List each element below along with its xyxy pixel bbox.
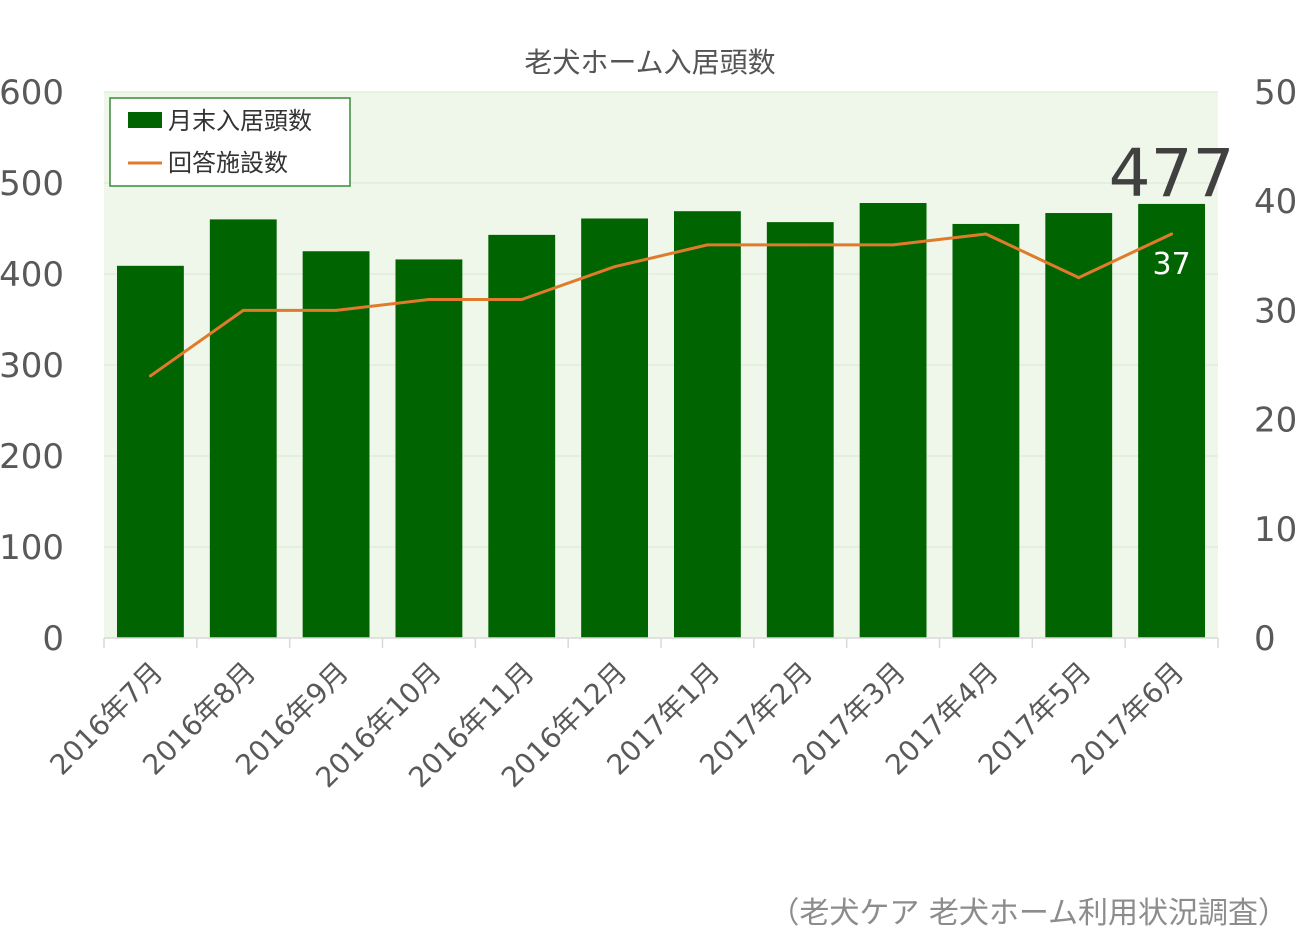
legend-bar-swatch [128,112,162,128]
y-right-tick-label: 0 [1254,619,1276,659]
y-right-tick-label: 50 [1254,73,1297,113]
y-right-tick-label: 40 [1254,182,1297,222]
y-left-tick-label: 500 [0,164,64,204]
source-note: （老犬ケア 老犬ホーム利用状況調査） [769,896,1288,931]
line-data-label: 37 [1152,247,1190,282]
bar [952,223,1020,638]
line-point [891,243,895,247]
bar [673,211,741,638]
legend-bar-label: 月末入居頭数 [168,107,312,135]
bar [1045,213,1113,638]
bar [395,259,463,638]
bar-series [116,203,1206,639]
line-point [241,308,245,312]
y-left-tick-label: 200 [0,437,64,477]
legend-line-label: 回答施設数 [168,149,288,177]
chart-title: 老犬ホーム入居頭数 [524,46,775,79]
bar [766,222,834,638]
bar-data-label: 477 [1109,135,1235,212]
y-left-tick-label: 600 [0,73,64,113]
line-point [705,243,709,247]
data-labels: 477 37 [1109,135,1235,282]
bar [302,251,370,638]
line-point [1170,232,1174,236]
y-right-tick-label: 30 [1254,291,1297,331]
bar [209,219,277,638]
line-point [334,308,338,312]
y-left-tick-label: 100 [0,528,64,568]
bar [488,234,556,638]
line-series [148,232,1174,378]
line-point [984,232,988,236]
line-point [798,243,802,247]
line-path [149,232,1173,378]
legend: 月末入居頭数 回答施設数 [109,97,351,187]
y-right-tick-label: 10 [1254,510,1297,550]
bar [1138,203,1206,638]
y-left-tick-label: 0 [42,619,64,659]
line-point [1077,276,1081,280]
line-point [148,374,152,378]
line-point [520,297,524,301]
line-point [613,265,617,269]
line-point [427,297,431,301]
bar [581,218,649,639]
y-left-tick-label: 300 [0,346,64,386]
gridlines [104,91,1218,548]
y-left-tick-label: 400 [0,255,64,295]
y-right-tick-label: 20 [1254,401,1297,441]
bar [859,203,927,638]
bar [116,265,184,638]
